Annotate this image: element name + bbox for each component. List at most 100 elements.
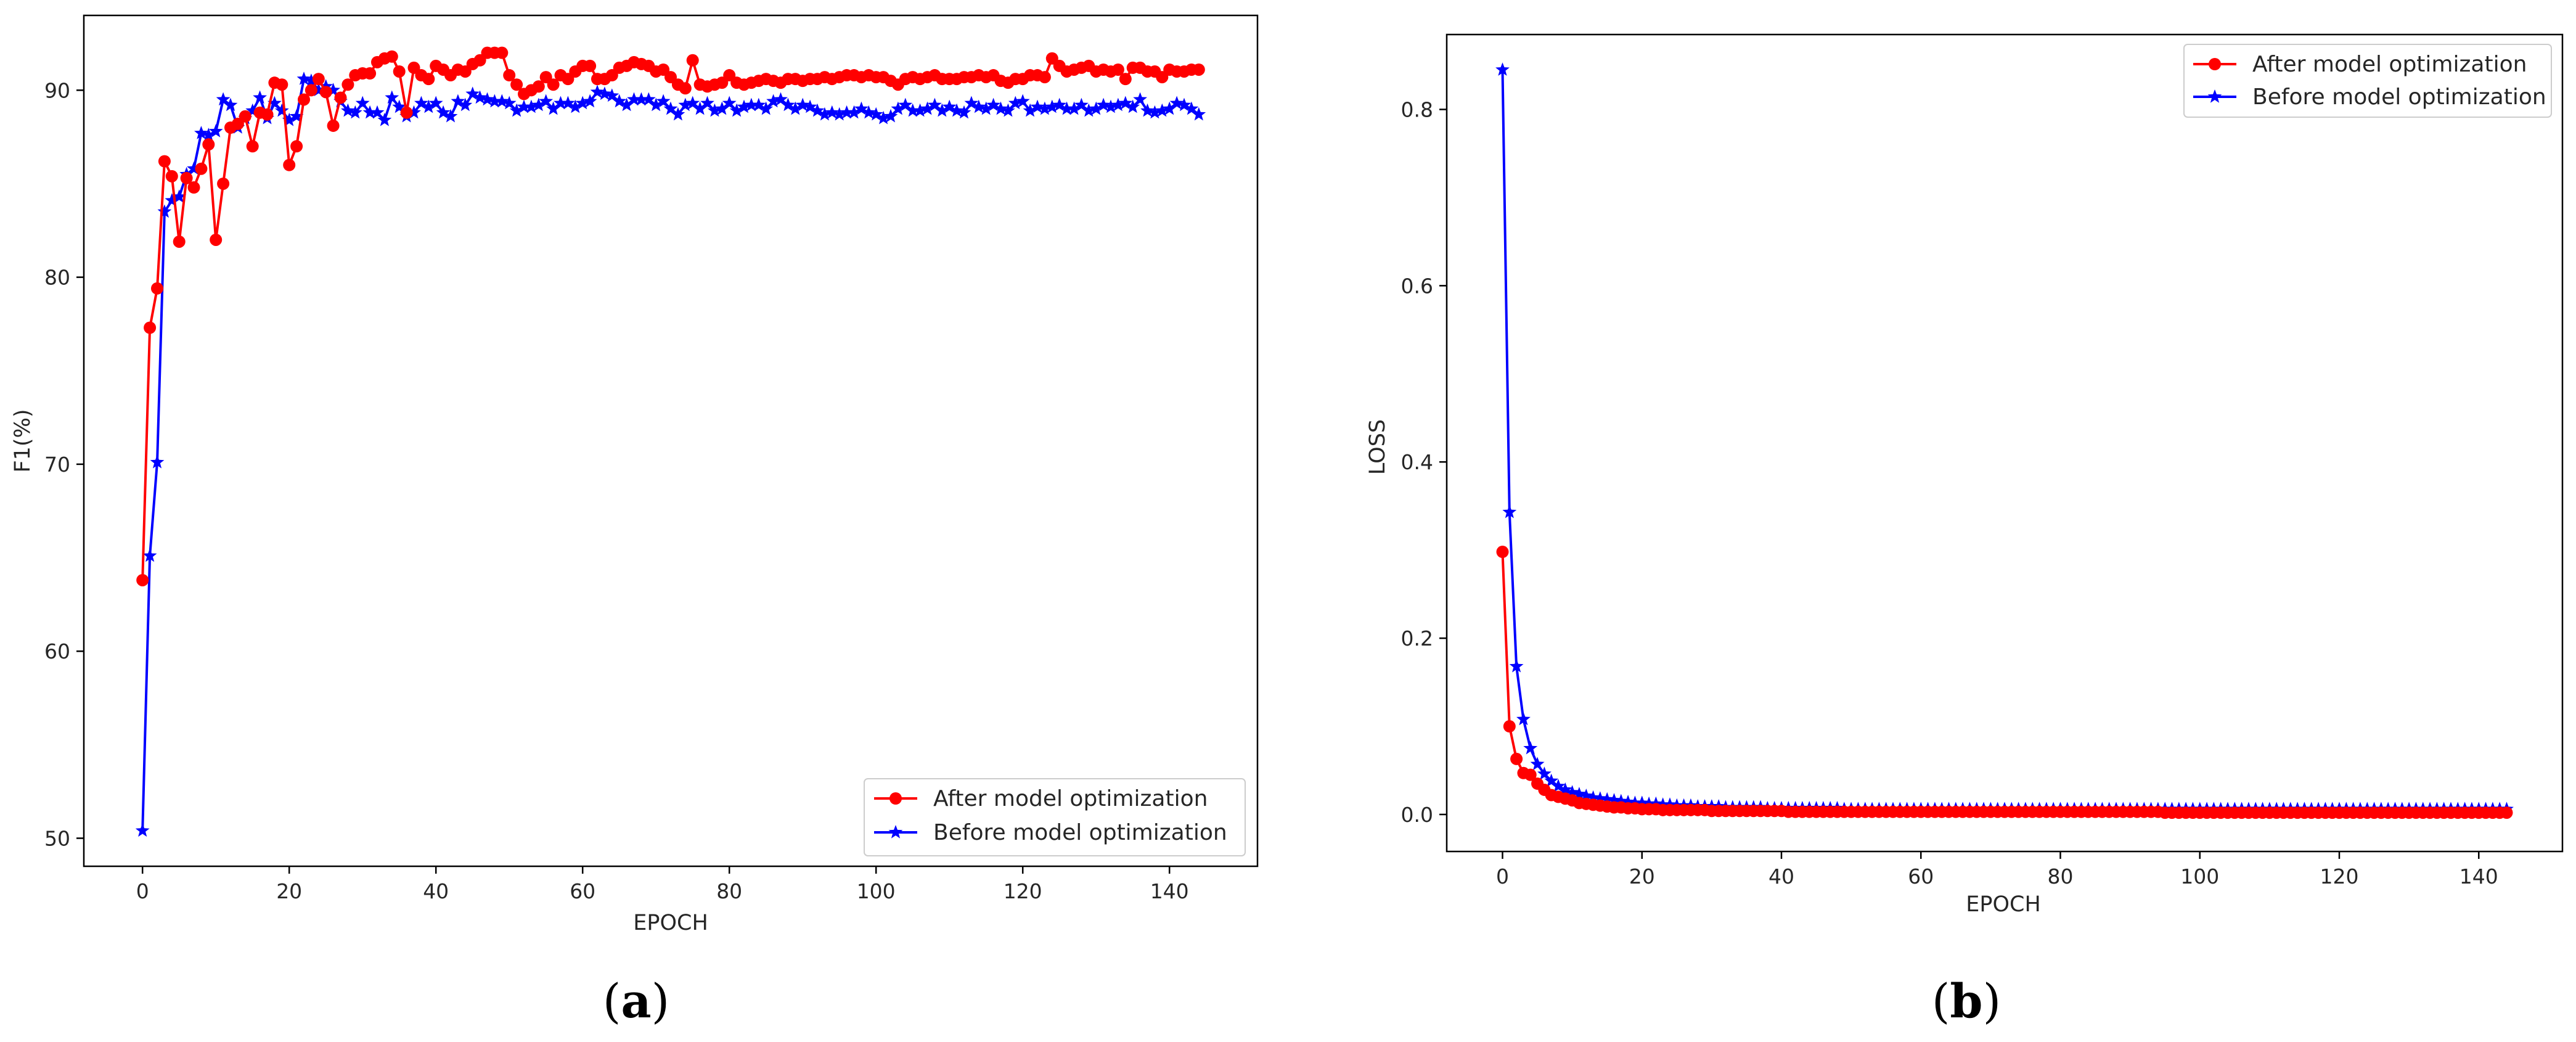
y-tick-label: 50 [44,827,70,851]
data-point [971,99,986,113]
data-point [296,72,311,85]
data-point [517,99,531,113]
data-point [385,50,398,63]
data-point [509,103,524,117]
data-point [810,103,825,117]
data-point [949,103,964,117]
data-point [1096,97,1111,112]
data-point [1496,546,1509,559]
data-point [1177,97,1192,112]
data-point [774,92,788,106]
data-point [693,101,707,115]
data-point [1015,94,1030,108]
data-point [312,73,325,86]
data-point [737,99,751,113]
data-point [686,54,699,67]
data-point [685,96,700,110]
data-point [210,233,223,246]
data-point [671,107,685,121]
data-point [575,96,590,110]
data-point [480,92,494,106]
data-point [1103,99,1118,113]
x-axis-label-a: EPOCH [633,911,708,935]
x-ticks-a: 0 20 40 60 80 100 120 140 [136,866,1189,903]
data-point [348,105,362,119]
x-tick-label: 40 [423,879,449,903]
data-point [289,109,304,123]
data-point [362,105,377,119]
data-point [1593,791,1608,805]
data-point [364,67,377,80]
data-point [341,78,354,91]
data-point [377,112,392,126]
data-point [634,92,648,106]
data-point [451,94,465,108]
data-point [1008,96,1023,110]
axes-frame-b [1445,33,2564,853]
data-point [144,321,157,334]
x-tick-label: 100 [857,879,896,903]
data-point [861,105,876,119]
data-point [1510,752,1523,765]
y-tick-label: 70 [44,453,70,477]
data-point [547,78,560,91]
series-after-optimization [1496,546,2513,819]
data-point [531,97,546,112]
data-point [1052,97,1067,112]
data-point [751,97,766,112]
data-point [1111,63,1124,76]
data-point [920,101,934,115]
data-point [1600,792,1614,806]
data-point [744,97,759,112]
data-point [400,106,413,119]
data-point [597,86,612,101]
data-point [223,97,238,112]
y-tick-label: 60 [44,639,70,663]
data-point [201,128,216,141]
data-point [1126,99,1140,113]
data-point [503,69,516,82]
data-point [261,108,274,121]
data-point [246,140,259,153]
data-point [627,92,641,106]
data-point [422,73,435,86]
data-point [1635,795,1650,810]
plot-area-a [135,46,1206,837]
data-point [641,92,656,106]
data-point [1119,73,1132,86]
legend-box-a [864,778,1246,856]
y-tick-label: 90 [44,78,70,102]
data-point [319,79,333,92]
data-point [1148,105,1162,119]
data-point [1524,768,1537,781]
x-tick-label: 0 [1496,864,1509,888]
series-line [1501,70,2507,811]
data-point [165,170,178,183]
data-point [619,97,634,112]
data-point [994,101,1008,115]
legend-label-after-a: After model optimization [933,786,1208,811]
data-point [290,140,303,153]
data-point [1081,103,1096,117]
data-point [788,101,803,115]
data-point [428,96,443,110]
data-point [253,90,267,104]
data-point [245,103,260,117]
data-point [1140,103,1155,117]
data-point [1001,103,1015,117]
y-tick-label: 0.4 [1401,450,1433,474]
data-point [1118,96,1133,110]
data-point [217,177,230,190]
data-point [612,94,627,108]
data-point [414,96,428,110]
data-point [465,86,480,101]
data-point [832,107,847,121]
data-point [1621,795,1635,808]
y-tick-label: 80 [44,266,70,290]
data-point [913,103,927,117]
data-point [561,96,575,110]
data-point [663,101,678,115]
x-tick-label: 80 [716,879,742,903]
x-tick-label: 40 [1768,864,1794,888]
data-point [142,548,157,562]
